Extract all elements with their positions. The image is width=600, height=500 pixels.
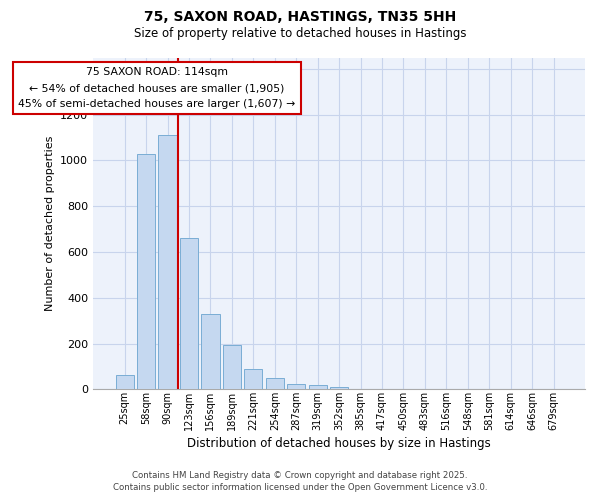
Bar	[202, 314, 220, 390]
Bar	[244, 368, 262, 390]
Text: Size of property relative to detached houses in Hastings: Size of property relative to detached ho…	[134, 28, 466, 40]
Bar	[330, 386, 348, 390]
Bar	[223, 344, 241, 390]
Bar	[308, 384, 327, 390]
Bar	[266, 378, 284, 390]
Bar	[116, 375, 134, 390]
Text: 75, SAXON ROAD, HASTINGS, TN35 5HH: 75, SAXON ROAD, HASTINGS, TN35 5HH	[144, 10, 456, 24]
Y-axis label: Number of detached properties: Number of detached properties	[44, 136, 55, 311]
Bar	[137, 154, 155, 390]
Text: 75 SAXON ROAD: 114sqm
← 54% of detached houses are smaller (1,905)
45% of semi-d: 75 SAXON ROAD: 114sqm ← 54% of detached …	[19, 68, 296, 108]
Bar	[287, 384, 305, 390]
Bar	[158, 136, 176, 390]
X-axis label: Distribution of detached houses by size in Hastings: Distribution of detached houses by size …	[187, 437, 491, 450]
Bar	[180, 238, 198, 390]
Text: Contains HM Land Registry data © Crown copyright and database right 2025.
Contai: Contains HM Land Registry data © Crown c…	[113, 471, 487, 492]
